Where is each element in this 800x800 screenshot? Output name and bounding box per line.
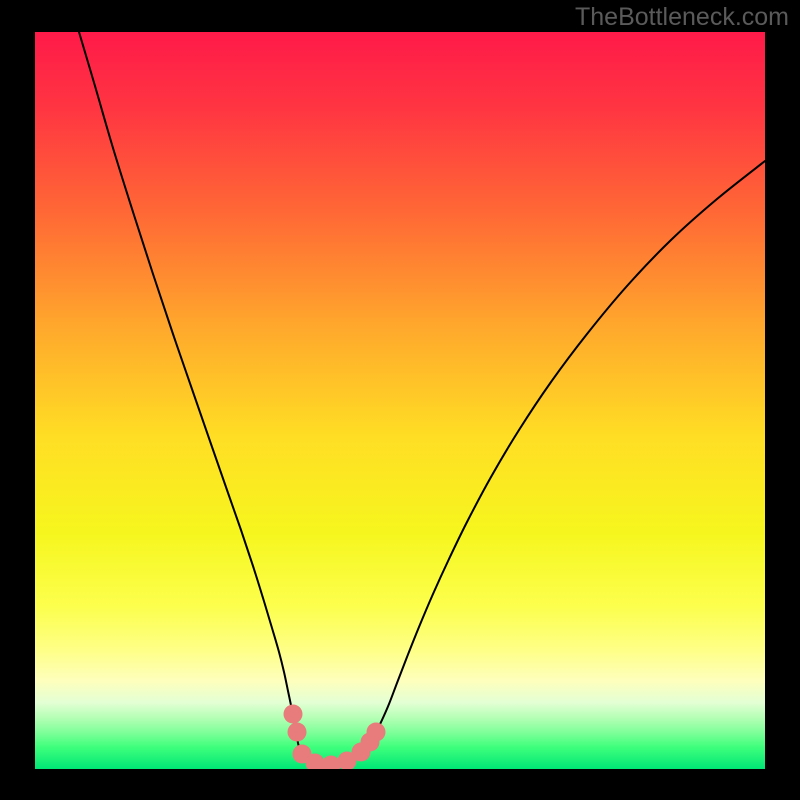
chart-svg (35, 32, 765, 769)
watermark-text: TheBottleneck.com (575, 3, 789, 32)
plot-area (35, 32, 765, 769)
chart-container: TheBottleneck.com (0, 0, 800, 800)
gradient-background (35, 32, 765, 769)
data-marker (367, 723, 386, 742)
data-marker (284, 705, 303, 724)
data-marker (288, 723, 307, 742)
